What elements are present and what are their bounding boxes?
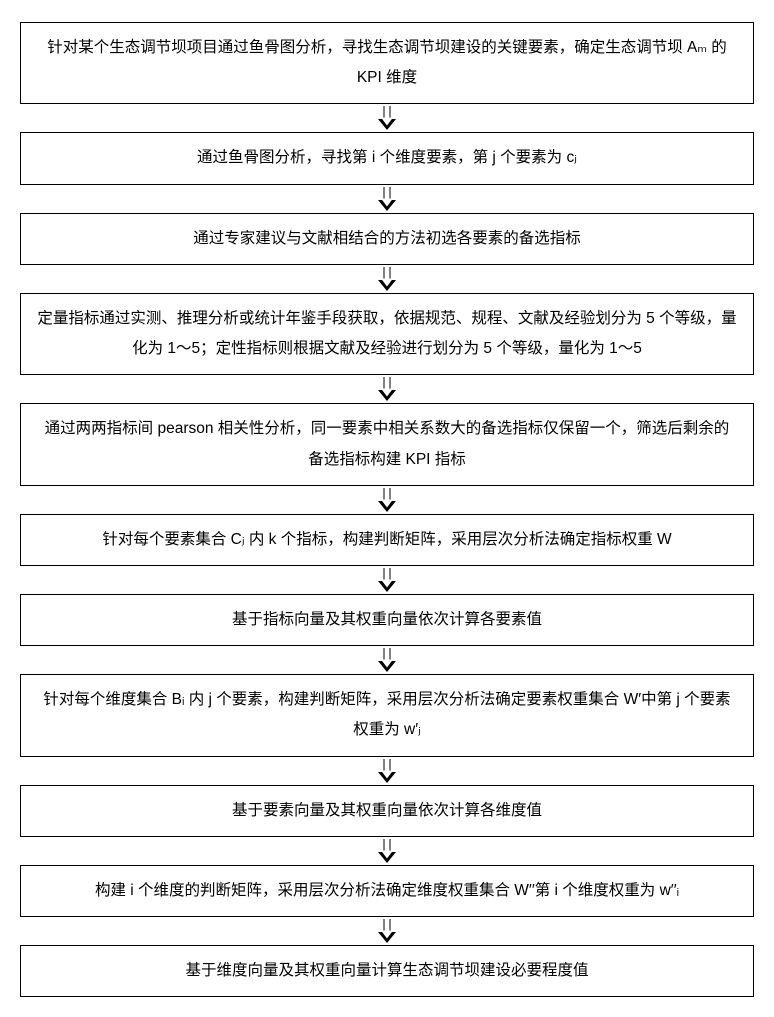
step-text: 构建 i 个维度的判断矩阵，采用层次分析法确定维度权重集合 W′′第 i 个维度…: [95, 882, 679, 899]
flow-step-7: 基于指标向量及其权重向量依次计算各要素值: [20, 594, 754, 646]
step-text: 通过专家建议与文献相结合的方法初选各要素的备选指标: [193, 230, 581, 247]
flow-step-1: 针对某个生态调节坝项目通过鱼骨图分析，寻找生态调节坝建设的关键要素，确定生态调节…: [20, 22, 754, 104]
flow-step-10: 构建 i 个维度的判断矩阵，采用层次分析法确定维度权重集合 W′′第 i 个维度…: [20, 865, 754, 917]
flowchart-container: 针对某个生态调节坝项目通过鱼骨图分析，寻找生态调节坝建设的关键要素，确定生态调节…: [20, 22, 754, 997]
step-text: 针对每个要素集合 Cⱼ 内 k 个指标，构建判断矩阵，采用层次分析法确定指标权重…: [102, 531, 671, 548]
step-text: 通过鱼骨图分析，寻找第 i 个维度要素，第 j 个要素为 cⱼ: [197, 149, 577, 166]
flow-arrow: [377, 646, 397, 674]
flow-step-2: 通过鱼骨图分析，寻找第 i 个维度要素，第 j 个要素为 cⱼ: [20, 132, 754, 184]
flow-arrow: [377, 566, 397, 594]
flow-arrow: [377, 265, 397, 293]
step-text: 基于要素向量及其权重向量依次计算各维度值: [232, 802, 542, 819]
flow-step-4: 定量指标通过实测、推理分析或统计年鉴手段获取，依据规范、规程、文献及经验划分为 …: [20, 293, 754, 375]
step-text: 通过两两指标间 pearson 相关性分析，同一要素中相关系数大的备选指标仅保留…: [45, 420, 730, 467]
flow-arrow: [377, 375, 397, 403]
flow-arrow: [377, 185, 397, 213]
flow-arrow: [377, 837, 397, 865]
step-text: 基于指标向量及其权重向量依次计算各要素值: [232, 611, 542, 628]
flow-step-6: 针对每个要素集合 Cⱼ 内 k 个指标，构建判断矩阵，采用层次分析法确定指标权重…: [20, 514, 754, 566]
step-text: 定量指标通过实测、推理分析或统计年鉴手段获取，依据规范、规程、文献及经验划分为 …: [37, 310, 736, 357]
flow-arrow: [377, 757, 397, 785]
flow-arrow: [377, 104, 397, 132]
flow-arrow: [377, 486, 397, 514]
step-text: 针对某个生态调节坝项目通过鱼骨图分析，寻找生态调节坝建设的关键要素，确定生态调节…: [47, 39, 727, 86]
step-text: 基于维度向量及其权重向量计算生态调节坝建设必要程度值: [185, 962, 588, 979]
flow-step-5: 通过两两指标间 pearson 相关性分析，同一要素中相关系数大的备选指标仅保留…: [20, 403, 754, 485]
flow-step-8: 针对每个维度集合 Bᵢ 内 j 个要素，构建判断矩阵，采用层次分析法确定要素权重…: [20, 674, 754, 756]
flow-step-11: 基于维度向量及其权重向量计算生态调节坝建设必要程度值: [20, 945, 754, 997]
step-text: 针对每个维度集合 Bᵢ 内 j 个要素，构建判断矩阵，采用层次分析法确定要素权重…: [43, 691, 730, 738]
flow-step-3: 通过专家建议与文献相结合的方法初选各要素的备选指标: [20, 213, 754, 265]
flow-arrow: [377, 917, 397, 945]
flow-step-9: 基于要素向量及其权重向量依次计算各维度值: [20, 785, 754, 837]
